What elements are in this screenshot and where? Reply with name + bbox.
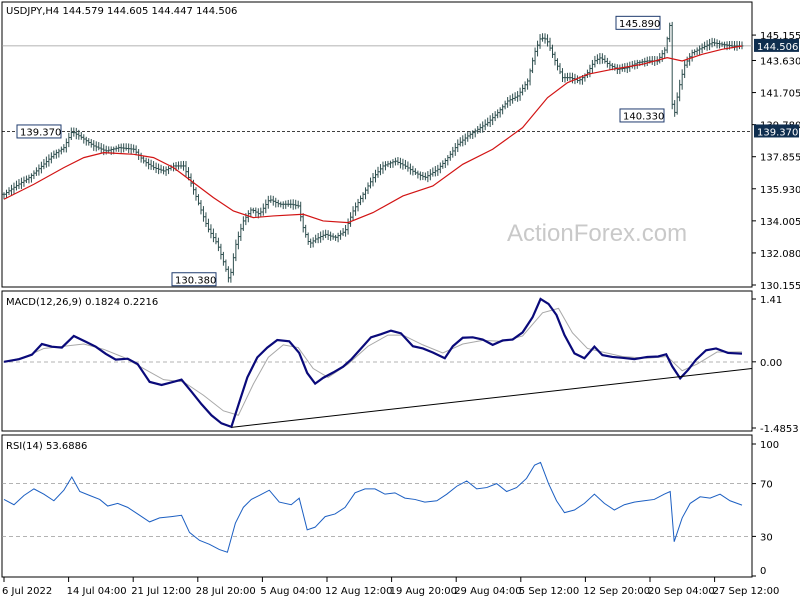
macd-header: MACD(12,26,9) 0.1824 0.2216 xyxy=(6,297,158,308)
price-axis-label: 141.705 xyxy=(760,89,800,100)
macd-axis-label: 1.41 xyxy=(760,295,782,306)
price-panel: USDJPY,H4 144.579 144.605 144.447 144.50… xyxy=(2,2,752,287)
price-panel-header: USDJPY,H4 144.579 144.605 144.447 144.50… xyxy=(6,6,237,17)
price-axis-label: 137.855 xyxy=(760,153,800,164)
time-axis-label: 21 Jul 12:00 xyxy=(131,586,191,597)
price-level-box-label: 144.506 xyxy=(757,42,798,53)
rsi-panel: RSI(14) 53.6886 xyxy=(2,435,752,577)
price-annotation-label: 130.380 xyxy=(175,275,216,286)
rsi-panel-frame xyxy=(2,435,752,577)
price-level-box-label: 139.370 xyxy=(757,127,798,138)
time-axis-label: 14 Jul 04:00 xyxy=(67,586,127,597)
macd-panel: MACD(12,26,9) 0.1824 0.2216 xyxy=(2,291,752,431)
time-axis-label: 19 Aug 20:00 xyxy=(390,586,457,597)
time-axis-label: 29 Aug 04:00 xyxy=(454,586,521,597)
time-axis-label: 28 Jul 20:00 xyxy=(196,586,256,597)
rsi-axis-label: 30 xyxy=(760,532,773,543)
rsi-axis: 100 70 30 0 xyxy=(752,440,779,577)
rsi-axis-label: 0 xyxy=(760,566,766,577)
macd-panel-frame xyxy=(2,291,752,431)
macd-axis-label: -1.4853 xyxy=(760,424,799,435)
rsi-axis-label: 100 xyxy=(760,440,779,451)
time-axis-label: 20 Sep 04:00 xyxy=(648,586,715,597)
price-axis: 145.155143.630141.705139.780137.855135.9… xyxy=(752,31,800,292)
price-annotation-label: 139.370 xyxy=(20,127,61,138)
rsi-header: RSI(14) 53.6886 xyxy=(6,441,87,452)
rsi-axis-label: 70 xyxy=(760,480,773,491)
time-axis-label: 12 Aug 12:00 xyxy=(325,586,392,597)
price-axis-label: 135.930 xyxy=(760,185,800,196)
price-axis-label: 132.080 xyxy=(760,249,800,260)
time-axis-label: 6 Jul 2022 xyxy=(2,586,52,597)
macd-axis-label: 0.00 xyxy=(760,358,782,369)
time-axis: 6 Jul 2022 14 Jul 04:00 21 Jul 12:00 28 Jul… xyxy=(2,577,779,597)
watermark-text: ActionForex.com xyxy=(507,220,687,247)
time-axis-label: 5 Sep 12:00 xyxy=(519,586,579,597)
price-axis-label: 130.155 xyxy=(760,281,800,292)
time-axis-label: 12 Sep 20:00 xyxy=(583,586,650,597)
price-annotation-label: 145.890 xyxy=(619,19,660,30)
time-axis-label: 27 Sep 12:00 xyxy=(713,586,780,597)
macd-axis: 1.41 0.00 -1.4853 xyxy=(752,295,799,435)
price-annotation-label: 140.330 xyxy=(623,111,664,122)
time-axis-label: 5 Aug 04:00 xyxy=(260,586,321,597)
price-axis-label: 134.005 xyxy=(760,217,800,228)
price-axis-label: 143.630 xyxy=(760,56,800,67)
